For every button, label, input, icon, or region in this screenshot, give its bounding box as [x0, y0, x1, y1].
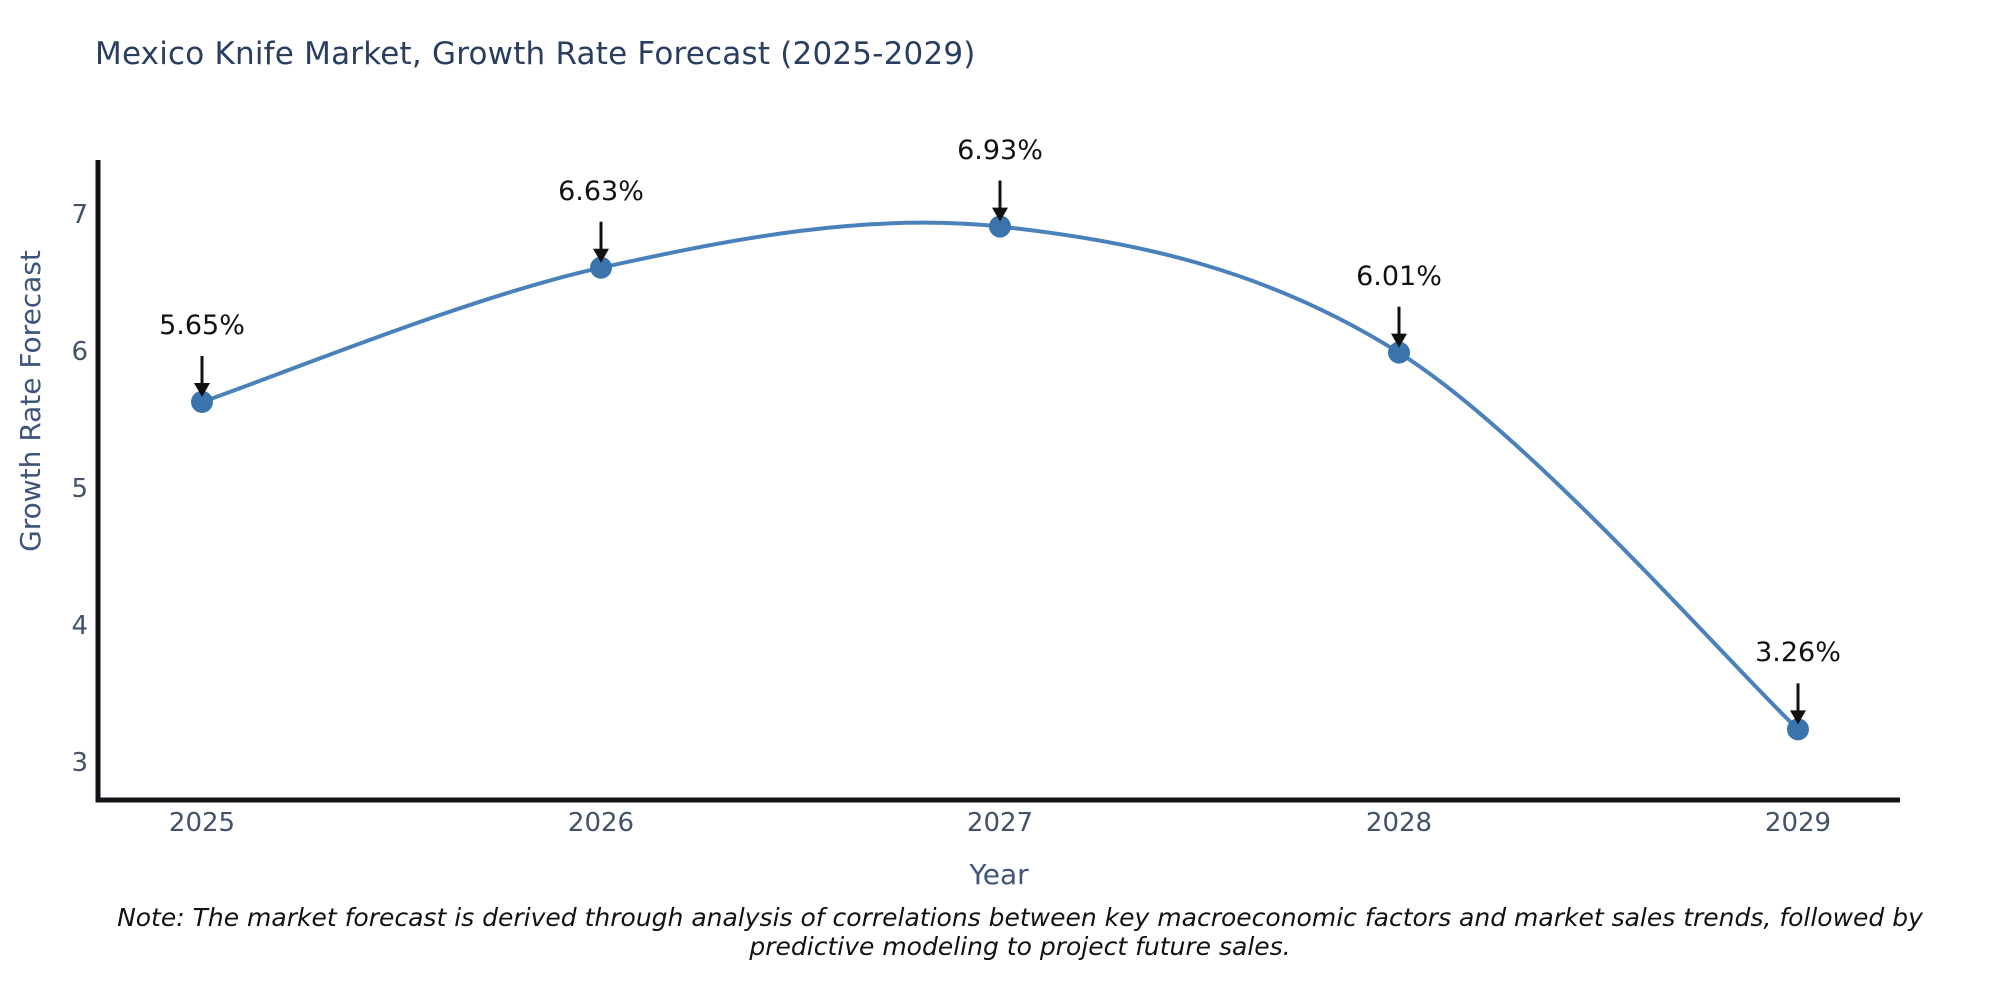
- data-point-marker: [191, 390, 213, 413]
- annotation-label: 5.65%: [159, 309, 245, 341]
- x-tick-label: 2028: [1365, 808, 1433, 838]
- x-tick-label: 2026: [567, 808, 635, 838]
- annotation-arrow-head: [1790, 710, 1806, 725]
- annotation-arrow-head: [194, 382, 210, 397]
- annotation-label: 3.26%: [1755, 637, 1841, 669]
- annotation-arrow-head: [992, 207, 1008, 222]
- y-tick-label: 5: [71, 474, 88, 504]
- x-tick-label: 2029: [1764, 808, 1832, 838]
- x-tick-label: 2025: [168, 808, 236, 838]
- annotation-label: 6.01%: [1356, 260, 1442, 292]
- x-tick-label: 2027: [966, 808, 1034, 838]
- y-tick-label: 3: [71, 748, 88, 778]
- data-point-marker: [1787, 718, 1809, 741]
- annotation-arrow-head: [593, 248, 609, 263]
- annotation-arrow-head: [1391, 333, 1407, 348]
- x-axis-title: Year: [969, 858, 1029, 891]
- data-point-marker: [989, 215, 1011, 238]
- axis-lines: [95, 160, 1900, 803]
- data-point-marker: [590, 256, 612, 279]
- data-point-marker: [1388, 341, 1410, 364]
- y-tick-label: 6: [71, 337, 88, 367]
- y-tick-label: 4: [71, 611, 88, 641]
- chart-title: Mexico Knife Market, Growth Rate Forecas…: [95, 36, 976, 72]
- y-tick-label: 7: [71, 200, 88, 230]
- annotation-label: 6.63%: [558, 175, 644, 207]
- footnote: Note: The market forecast is derived thr…: [117, 903, 1923, 961]
- forecast-curve: [200, 220, 1800, 732]
- annotation-label: 6.93%: [957, 134, 1043, 166]
